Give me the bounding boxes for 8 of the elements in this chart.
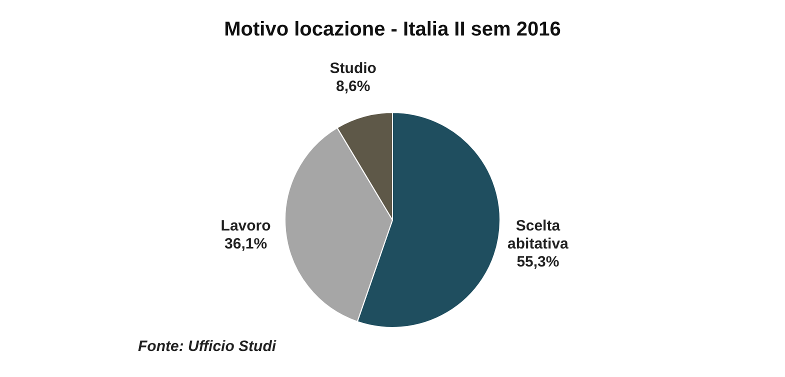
data-label: 36,1% bbox=[224, 235, 268, 252]
slice-label: Lavoro bbox=[220, 217, 271, 234]
source-note: Fonte: Ufficio Studi bbox=[137, 338, 278, 355]
data-label: 8,6% bbox=[336, 78, 370, 95]
chart-title: Motivo locazione - Italia II sem 2016 bbox=[224, 18, 561, 41]
slice-label: Studio bbox=[330, 60, 376, 77]
slice-label: Scelta abitativa bbox=[508, 218, 570, 253]
data-label: 55,3% bbox=[516, 254, 560, 271]
